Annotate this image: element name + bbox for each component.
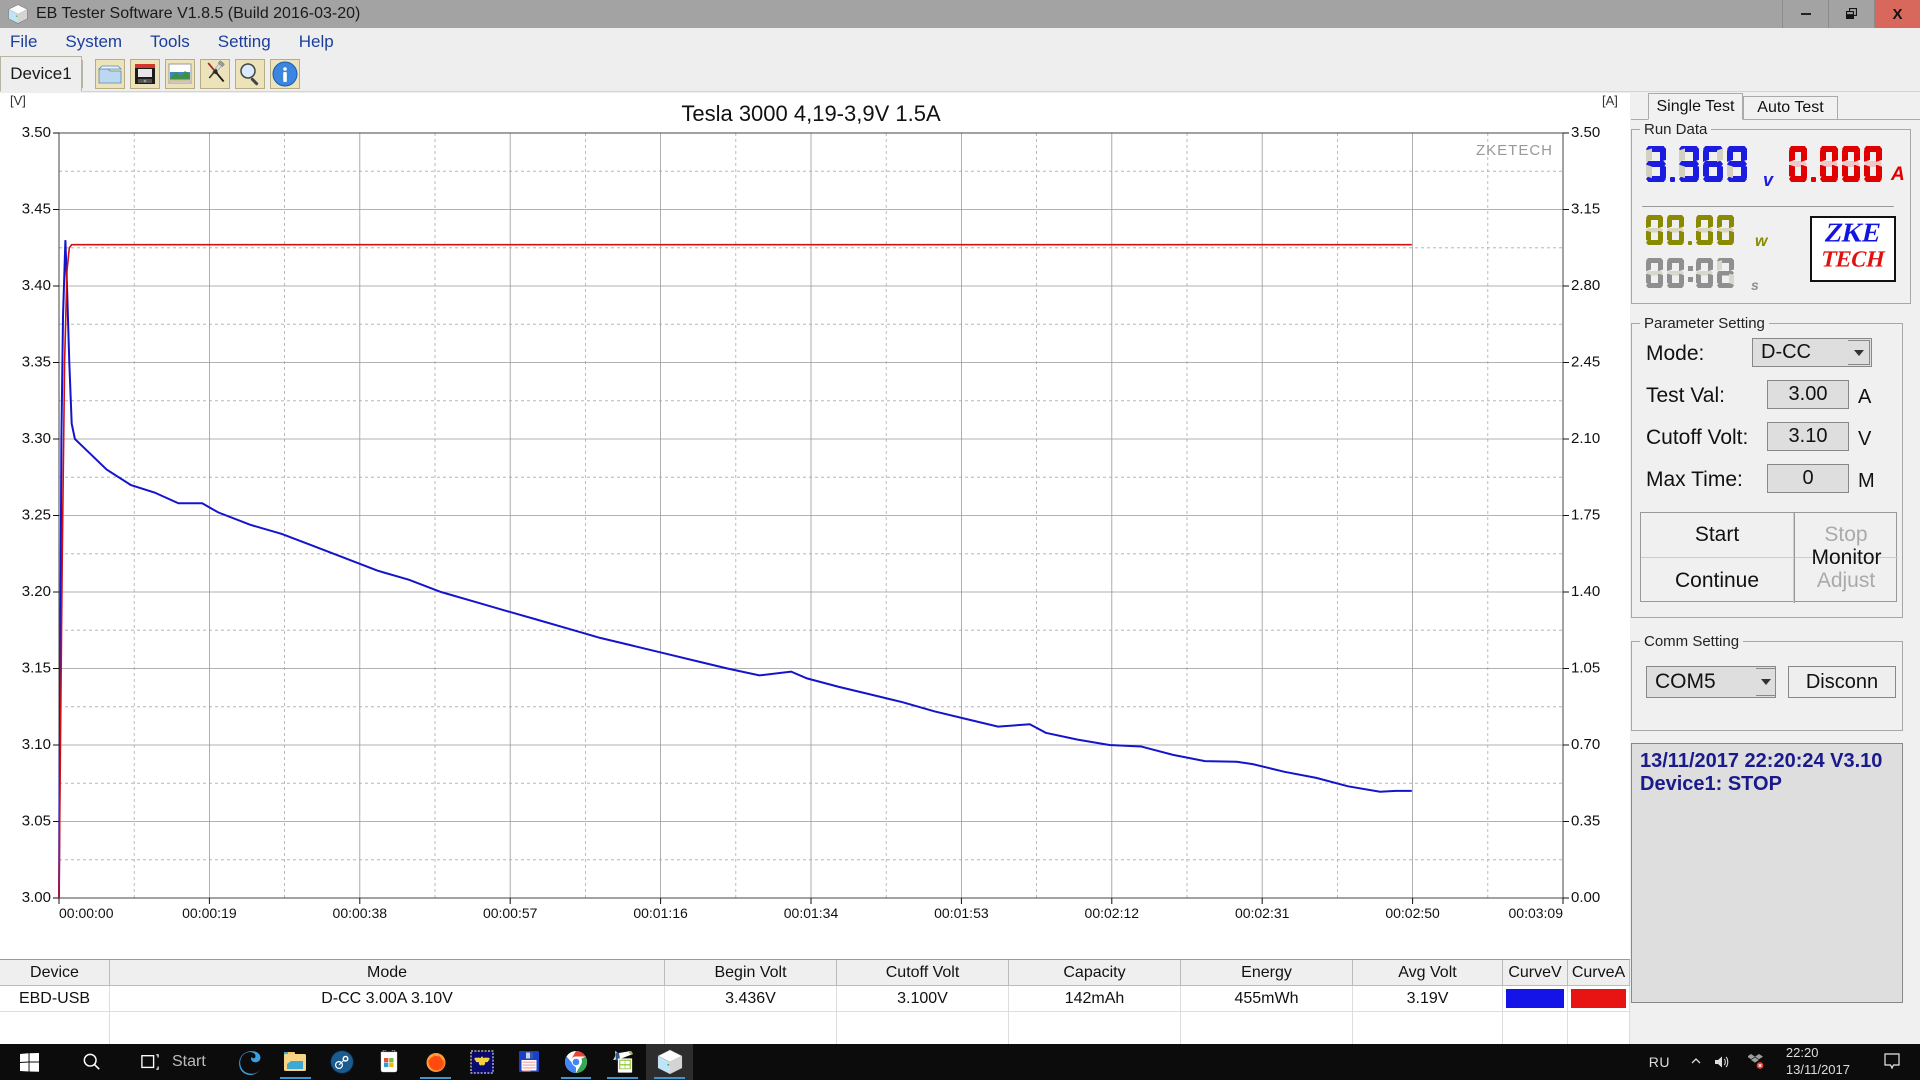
svg-text:2.45: 2.45 <box>1571 354 1600 371</box>
svg-text:0.35: 0.35 <box>1571 813 1600 830</box>
svg-text:00:01:34: 00:01:34 <box>784 905 839 921</box>
svg-text:00:03:09: 00:03:09 <box>1509 905 1564 921</box>
svg-text:[A]: [A] <box>1602 93 1618 108</box>
svg-text:3.45: 3.45 <box>22 201 51 218</box>
svg-text:00:00:19: 00:00:19 <box>182 905 237 921</box>
svg-text:3.15: 3.15 <box>22 660 51 677</box>
svg-text:3.50: 3.50 <box>22 124 51 141</box>
svg-text:2.80: 2.80 <box>1571 277 1600 294</box>
svg-text:3.35: 3.35 <box>22 354 51 371</box>
svg-text:3.05: 3.05 <box>22 813 51 830</box>
svg-text:00:01:53: 00:01:53 <box>934 905 989 921</box>
svg-text:[V]: [V] <box>10 93 26 108</box>
svg-text:00:02:50: 00:02:50 <box>1385 905 1440 921</box>
svg-text:3.15: 3.15 <box>1571 201 1600 218</box>
svg-text:00:02:31: 00:02:31 <box>1235 905 1290 921</box>
svg-text:ZKETECH: ZKETECH <box>1476 142 1553 159</box>
svg-text:00:02:12: 00:02:12 <box>1085 905 1140 921</box>
svg-text:3.20: 3.20 <box>22 583 51 600</box>
svg-text:00:01:16: 00:01:16 <box>633 905 688 921</box>
svg-text:3.00: 3.00 <box>22 889 51 906</box>
svg-text:1.75: 1.75 <box>1571 507 1600 524</box>
svg-text:1.40: 1.40 <box>1571 583 1600 600</box>
svg-text:00:00:00: 00:00:00 <box>59 905 114 921</box>
svg-text:1.05: 1.05 <box>1571 660 1600 677</box>
svg-text:Tesla 3000 4,19-3,9V 1.5A: Tesla 3000 4,19-3,9V 1.5A <box>681 101 941 126</box>
svg-text:3.25: 3.25 <box>22 507 51 524</box>
svg-text:3.50: 3.50 <box>1571 124 1600 141</box>
svg-text:00:00:38: 00:00:38 <box>333 905 388 921</box>
svg-text:3.10: 3.10 <box>22 736 51 753</box>
svg-text:3.30: 3.30 <box>22 430 51 447</box>
svg-text:2.10: 2.10 <box>1571 430 1600 447</box>
svg-text:0.70: 0.70 <box>1571 736 1600 753</box>
svg-text:3.40: 3.40 <box>22 277 51 294</box>
svg-text:00:00:57: 00:00:57 <box>483 905 538 921</box>
svg-text:0.00: 0.00 <box>1571 889 1600 906</box>
